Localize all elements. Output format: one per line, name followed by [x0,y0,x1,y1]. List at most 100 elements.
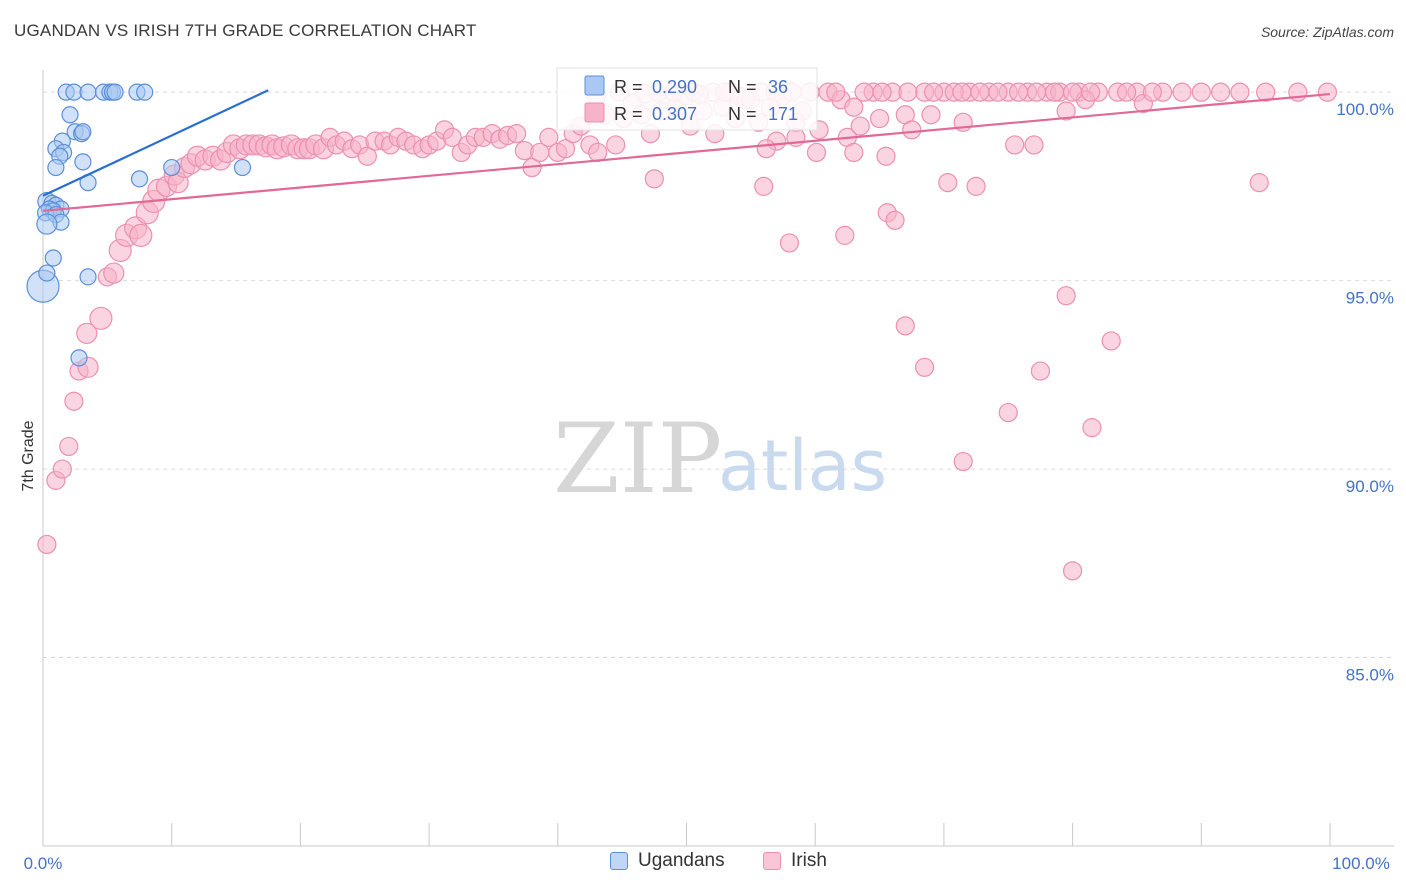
point-ugandans [61,106,79,124]
point-irish [872,82,892,102]
chart-source: Source: ZipAtlas.com [1260,24,1394,40]
x-ticks [171,823,1331,846]
point-irish [921,105,941,125]
chart-title: UGANDAN VS IRISH 7TH GRADE CORRELATION C… [14,21,477,40]
point-irish [876,146,896,166]
point-irish [914,357,935,377]
point-irish [588,142,608,163]
point-irish [850,116,870,136]
point-irish [1008,82,1029,102]
stats-legend-r-value-ugandans: 0.290 [652,77,697,97]
series-legend: Ugandans Irish [0,850,1406,880]
point-irish [1044,82,1065,102]
point-irish [59,436,79,457]
point-irish [644,169,664,189]
point-irish [555,139,576,159]
point-irish [1030,361,1051,381]
stats-legend-swatch-ugandans [584,75,605,96]
point-irish [966,176,986,196]
point-irish [844,97,864,117]
point-irish [1256,82,1276,102]
point-irish [507,124,527,144]
point-irish [37,534,57,555]
watermark: ZIP atlas [553,403,887,515]
point-irish [1230,82,1250,102]
point-irish [1117,82,1137,102]
point-irish [754,176,774,196]
stats-legend: R = 0.290 N = 36 R = 0.307 N = 171 [556,67,818,131]
legend-label-ugandans: Ugandans [638,850,725,871]
legend-label-irish: Irish [791,850,827,871]
point-irish [854,82,874,102]
point-irish [869,108,890,129]
y-tick-label: 85.0% [1346,666,1394,685]
stats-legend-r-value-irish: 0.307 [652,104,697,124]
y-tick-label: 100.0% [1336,100,1394,119]
point-irish [1142,82,1162,102]
y-tick-labels: 100.0% 95.0% 90.0% 85.0% [1336,100,1394,684]
stats-legend-n-label-ugandans: N = [728,77,757,97]
watermark-zip: ZIP [553,403,722,515]
y-tick-label: 95.0% [1346,289,1394,308]
stats-legend-r-label-ugandans: R = [614,77,643,97]
point-irish [970,82,990,102]
gridlines [43,91,1394,659]
point-irish [1005,135,1025,155]
watermark-atlas: atlas [718,425,887,507]
point-irish [76,322,98,344]
stats-legend-n-value-ugandans: 36 [768,77,788,97]
point-irish [895,316,915,336]
point-irish [539,127,559,147]
stats-legend-swatch-irish [584,102,605,123]
point-ugandans [38,264,56,282]
point-irish [129,223,153,247]
point-irish [1191,82,1211,102]
point-ugandans [233,158,252,177]
point-irish [1082,418,1102,438]
point-irish [756,139,776,159]
point-irish [1101,331,1121,351]
point-ugandans [70,349,88,367]
point-irish [885,210,905,230]
point-ugandans [36,213,58,235]
point-irish [1081,82,1101,102]
point-ugandans [74,153,92,171]
point-ugandans [74,123,92,141]
point-irish [1172,82,1192,102]
point-irish [357,146,377,166]
series-ugandans-points [26,83,252,367]
point-ugandans [136,83,154,101]
point-irish [1026,82,1047,102]
point-ugandans [79,268,97,286]
legend-item-ugandans[interactable]: Ugandans [610,850,725,872]
point-irish [64,391,84,411]
stats-legend-n-value-irish: 171 [768,104,798,124]
point-irish [1062,561,1083,581]
point-ugandans [47,158,65,177]
point-irish [1211,82,1231,102]
legend-swatch-ugandans [610,852,628,870]
point-irish [952,82,972,102]
point-ugandans [130,170,149,188]
x-tick-label-min: 0.0% [24,854,63,873]
point-irish [1249,173,1269,193]
legend-item-irish[interactable]: Irish [763,850,827,872]
point-irish [835,225,855,245]
point-irish [1056,286,1076,306]
point-ugandans [79,83,97,101]
y-axis-title: 7th Grade [20,420,37,491]
point-ugandans [106,83,124,101]
point-irish [988,82,1008,102]
point-irish [998,402,1018,423]
point-irish [103,262,125,284]
stats-legend-n-label-irish: N = [728,104,757,124]
point-irish [953,451,973,472]
stats-legend-r-label-irish: R = [614,104,643,124]
point-irish [938,173,958,193]
trend-line-irish [42,92,1331,212]
point-irish [779,233,800,253]
point-irish [52,459,72,479]
point-irish [826,82,846,102]
point-ugandans [44,249,62,267]
point-irish [442,127,462,147]
